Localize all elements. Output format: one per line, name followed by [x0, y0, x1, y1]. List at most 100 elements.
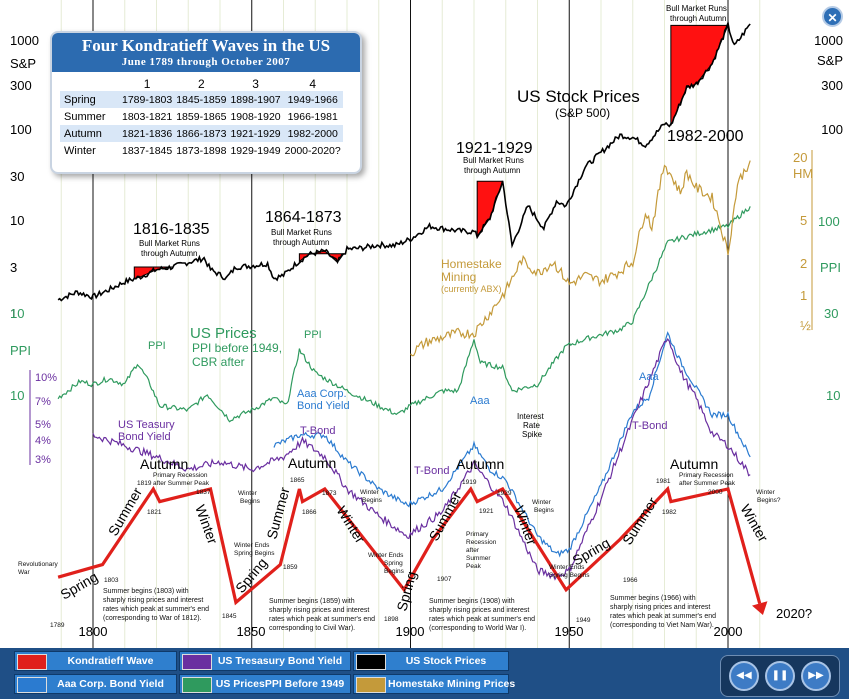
homestake-label: Homestake — [441, 257, 502, 271]
hm-tick: ½ — [800, 318, 811, 333]
wave-year: 1929 — [497, 490, 512, 497]
yield-tick: 4% — [35, 435, 51, 447]
sp-tick-right: 300 — [821, 78, 843, 93]
period-cell: 1898-1907 — [228, 91, 283, 108]
bull-market-note: Bull Market Runs — [271, 228, 332, 237]
season-cell: Summer — [64, 110, 106, 123]
wave-year: 1803 — [104, 577, 119, 584]
bull-market-shade — [476, 180, 504, 238]
q2020-label: 2020? — [776, 606, 812, 621]
sp-axis-label-left: S&P — [10, 56, 36, 71]
wave-note: after — [466, 547, 480, 554]
wave-note: Begins? — [757, 497, 781, 504]
close-button[interactable]: ✕ — [822, 6, 843, 27]
period-cell: 1803-1821 — [122, 110, 173, 123]
summer-note: sharply rising prices and interest — [610, 604, 710, 611]
legend-kondratieff-wave[interactable]: Kondratieff Wave — [14, 651, 177, 671]
sp-tick: 100 — [10, 122, 32, 137]
summer-note: Summer begins (1803) with — [103, 588, 189, 595]
ppi-tick-right: 10 — [826, 388, 840, 403]
wave-column-header: 3 — [252, 76, 259, 91]
bull-market-note: through Autumn — [464, 166, 520, 175]
ppi-axis-label-left: PPI — [10, 343, 31, 358]
season-cell: Autumn — [60, 125, 120, 142]
wave-note: Recession — [466, 539, 497, 546]
period-cell: 1866-1873 — [174, 125, 229, 142]
wave-table-subtitle: June 1789 through October 2007 — [121, 56, 291, 68]
wave-note: Peak — [466, 563, 482, 570]
series-line — [57, 19, 751, 302]
wave-table-row: Summer 1803-1821 1859-1865 1908-1920 196… — [60, 108, 343, 125]
wave-year: 2000 — [708, 489, 723, 496]
summer-notes: Summer begins (1803) with sharply rising… — [103, 588, 716, 632]
period-cell: 1929-1949 — [230, 144, 281, 157]
period-cell: 2000-2020? — [284, 144, 341, 157]
summer-note: (corresponding to Viet Nam War). — [610, 622, 714, 629]
wave-column-header: 4 — [309, 76, 317, 91]
wave-note: Winter — [360, 489, 380, 496]
rate-label: Rate — [523, 421, 540, 430]
season-label: Autumn — [288, 455, 336, 471]
wave-year: 1919 — [462, 479, 477, 486]
wave-table-title: Four Kondratieff Waves in the US — [81, 36, 331, 55]
bull-market-note: through Autumn — [670, 14, 726, 23]
summer-note: rates which peak at summer's end — [269, 616, 375, 623]
summer-note: Summer begins (1966) with — [610, 595, 696, 602]
forward-button[interactable]: ▶▶ — [801, 661, 831, 691]
aaa-swatch-icon — [17, 677, 47, 693]
wave-annotations: Revolutionary War 1789 1803 1819 1821 18… — [18, 472, 781, 629]
series-line — [410, 160, 751, 357]
wave-year: 1819 — [137, 480, 152, 487]
wave-table-header: Four Kondratieff Waves in the US June 17… — [52, 33, 360, 72]
prices-swatch-icon — [182, 677, 212, 693]
ppi-tick-left: 10 — [10, 306, 24, 321]
summer-note: sharply rising prices and interest — [429, 607, 529, 614]
ppi-series-label-2: PPI — [304, 329, 322, 341]
x-tick: 1900 — [396, 624, 425, 639]
aaa-label: Aaa — [470, 395, 490, 407]
wave-note: after Summer Peak — [679, 480, 736, 487]
spike-label: Spike — [522, 430, 543, 439]
legend-homestake-mining[interactable]: Homestake Mining Prices — [353, 674, 515, 694]
sp-tick-right: 1000 — [814, 33, 843, 48]
wave-note: Winter Ends — [234, 542, 270, 549]
wave-table: 1 2 3 4 Spring 1789-1803 1845-1859 1898-… — [60, 76, 343, 159]
wave-note: Winter Ends — [549, 564, 585, 571]
season-label: Winter — [333, 503, 368, 546]
wave-year: 1865 — [290, 477, 305, 484]
wave-note: Winter — [532, 499, 552, 506]
wave-swatch-icon — [17, 654, 47, 670]
currently-abx-label: (currently ABX) — [441, 284, 502, 294]
wave-column-header: 1 — [143, 76, 151, 91]
mining-label: Mining — [441, 270, 476, 284]
season-label: Autumn — [670, 456, 718, 472]
wave-year: 1866 — [302, 509, 317, 516]
kondratieff-wave-line — [57, 485, 762, 606]
summer-note: (corresponding to World War I). — [429, 625, 526, 632]
sp-tick: 1000 — [10, 33, 39, 48]
wave-year: 1949 — [576, 617, 591, 624]
wave-note: Revolutionary — [18, 561, 58, 568]
wave-table-box: Four Kondratieff Waves in the US June 17… — [50, 31, 362, 174]
bull-market-note: Bull Market Runs — [463, 156, 524, 165]
legend-label: Kondratieff Wave — [67, 655, 154, 667]
summer-note: sharply rising prices and interest — [103, 597, 203, 604]
legend-aaa-bond-yield[interactable]: Aaa Corp. Bond Yield — [14, 674, 177, 694]
ppi-series-label: PPI — [148, 340, 166, 352]
period-cell: 1966-1981 — [287, 110, 338, 123]
legend-us-stock-prices[interactable]: US Stock Prices — [353, 651, 509, 671]
ppi-tick-right: 30 — [824, 306, 838, 321]
legend-us-prices[interactable]: US PricesPPI Before 1949 — [179, 674, 351, 694]
sp-tick: 3 — [10, 260, 17, 275]
yield-tick: 3% — [35, 454, 51, 466]
rewind-button[interactable]: ◀◀ — [729, 661, 759, 691]
wave-note: Begins — [240, 498, 261, 505]
period-cell: 1821-1836 — [120, 125, 175, 142]
hm-tick: 20 — [793, 150, 807, 165]
pause-button[interactable]: ❚❚ — [765, 661, 795, 691]
legend-treasury-bond-yield[interactable]: US Tresasury Bond Yield — [179, 651, 351, 671]
tbond-label-2: T-Bond — [414, 465, 449, 477]
interest-label: Interest — [517, 412, 544, 421]
period-cell: 1845-1859 — [174, 91, 229, 108]
hm-tick: 1 — [800, 288, 807, 303]
